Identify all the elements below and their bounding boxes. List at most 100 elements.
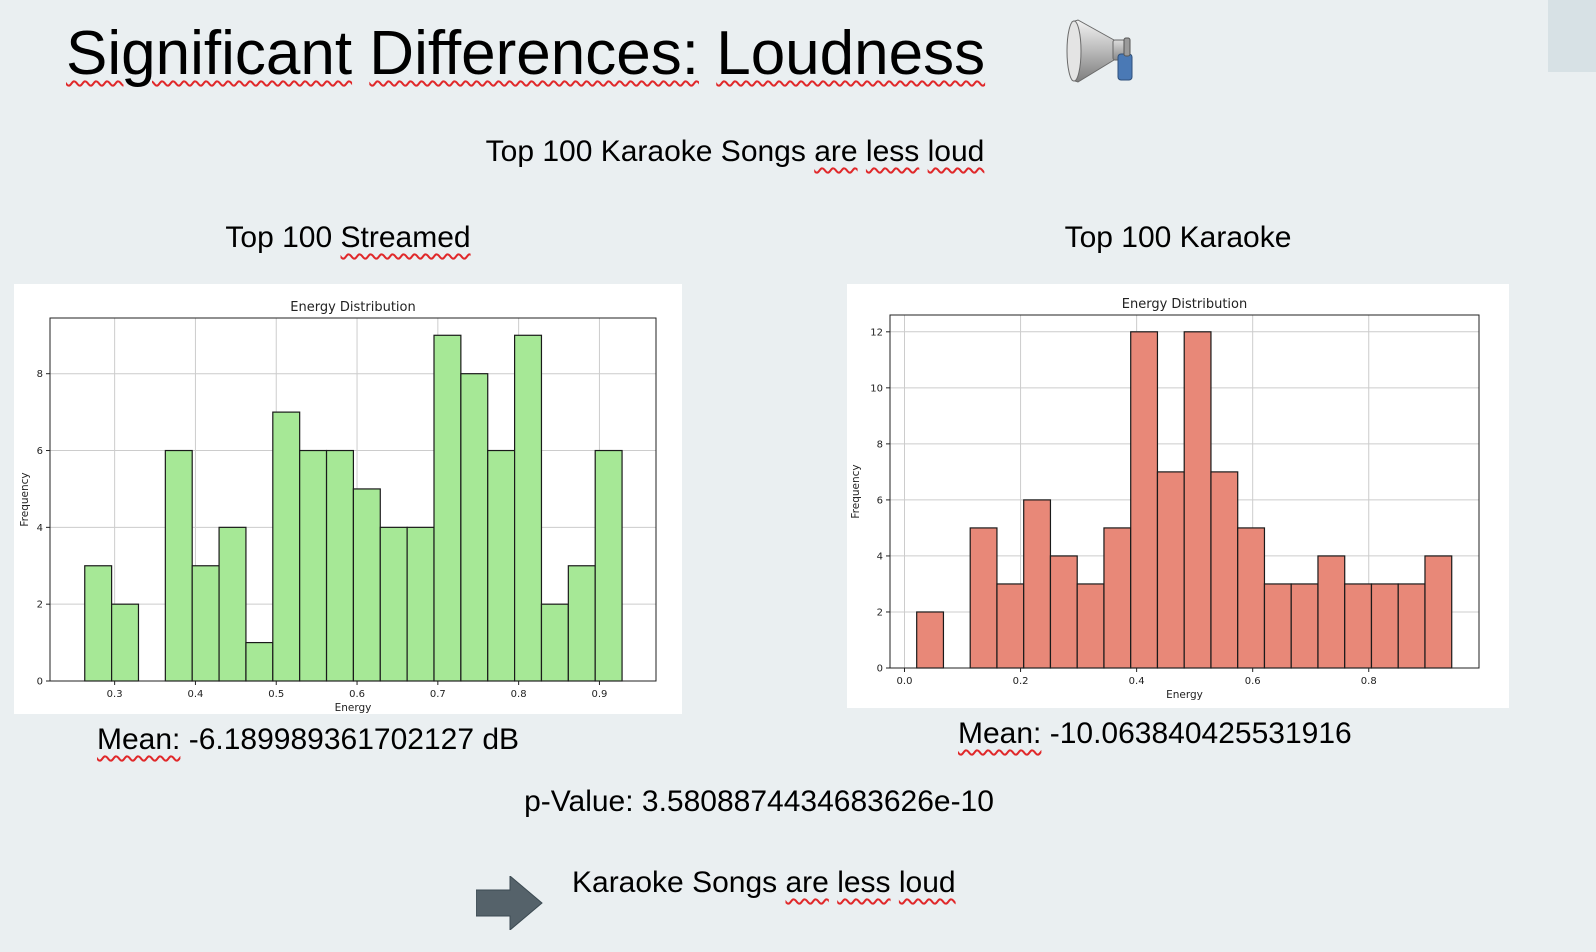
chart-1-ytick-label-5: 10 <box>870 383 883 394</box>
title-word-2: Differences: <box>369 19 699 88</box>
subtitle-prefix: Top 100 Karaoke Songs <box>485 135 806 168</box>
chart-0-xtick-label-0: 0.3 <box>107 689 123 700</box>
chart-1-ytick-label-2: 4 <box>877 551 883 562</box>
karaoke-mean: Mean: -10.063840425531916 <box>958 714 1352 754</box>
chart-0-bar-13 <box>433 334 462 682</box>
left-heading-prefix: Top 100 <box>225 221 333 254</box>
chart-1-bar-18 <box>1397 583 1426 669</box>
chart-1-xlabel: Energy <box>1166 689 1203 701</box>
chart-0-bar-17 <box>540 603 569 682</box>
right-chart-heading: Top 100 Karaoke <box>1064 221 1292 254</box>
chart-0-bar-15 <box>487 449 516 682</box>
streamed-energy-chart-svg: 0.3 0.4 0.5 0.6 0.7 0.8 0.9 0 2 4 6 8 Energy Distrib… <box>19 300 657 714</box>
chart-0-bar-7 <box>272 411 301 682</box>
chart-0-xtick-label-1: 0.4 <box>187 689 203 700</box>
chart-1-ylabel: Frequency <box>850 464 862 518</box>
title-word-1: Significant <box>66 19 353 88</box>
chart-0-ytick-label-2: 4 <box>37 523 43 534</box>
chart-1-xtick-label-4: 0.8 <box>1361 676 1377 687</box>
chart-1-bar-13 <box>1263 583 1292 669</box>
chart-1-bar-15 <box>1317 555 1346 669</box>
chart-0-bar-5 <box>218 526 247 682</box>
chart-1-bar-10 <box>1183 331 1212 669</box>
chart-0-bar-18 <box>567 565 596 682</box>
chart-0-ytick-label-4: 8 <box>37 369 43 380</box>
chart-0-ytick-label-0: 0 <box>37 677 43 688</box>
chart-0-bar-19 <box>594 449 623 682</box>
chart-0-ytick-label-3: 6 <box>37 446 43 457</box>
chart-0-bar-9 <box>325 449 355 682</box>
conclusion-word-1: are <box>785 866 829 899</box>
subtitle-word-2: less <box>865 135 920 168</box>
chart-0-title: Energy Distribution <box>290 300 416 315</box>
chart-1-bar-3 <box>996 583 1025 669</box>
chart-1-bar-17 <box>1370 583 1399 669</box>
chart-1-bar-12 <box>1237 527 1266 669</box>
chart-0-bar-16 <box>514 334 543 682</box>
chart-1-bar-2 <box>969 527 998 669</box>
streamed-mean: Mean: -6.189989361702127 dB <box>97 720 519 760</box>
chart-1-bar-6 <box>1076 583 1105 669</box>
chart-0-xtick-label-6: 0.9 <box>591 689 607 700</box>
karaoke-mean-label: Mean: <box>958 717 1042 750</box>
conclusion: Karaoke Songs are less loud <box>572 863 956 903</box>
chart-1-bar-0 <box>916 611 945 669</box>
chart-0-xtick-label-5: 0.8 <box>511 689 527 700</box>
conclusion-word-2: less <box>837 866 891 899</box>
karaoke-energy-chart: 0.0 0.2 0.4 0.6 0.8 0 2 4 6 8 10 12 Energy Distribut… <box>847 284 1509 708</box>
slide-title: Significant Differences: Loudness <box>66 14 985 94</box>
chart-1-ytick-label-0: 0 <box>877 664 883 675</box>
chart-0-xtick-label-4: 0.7 <box>430 689 446 700</box>
corner-tab <box>1548 0 1596 72</box>
subtitle-word-1: are <box>814 135 858 168</box>
p-value: p-Value: 3.5808874434683626e-10 <box>524 785 994 818</box>
chart-0-bar-4 <box>191 565 220 682</box>
chart-1-bar-4 <box>1023 499 1052 669</box>
title-word-3: Loudness <box>716 19 986 88</box>
chart-1-ytick-label-4: 8 <box>877 439 883 450</box>
chart-1-xtick-label-1: 0.2 <box>1013 676 1029 687</box>
chart-0-bar-10 <box>352 488 381 682</box>
chart-0-ytick-label-1: 2 <box>37 600 43 611</box>
chart-1-bar-16 <box>1344 583 1373 669</box>
chart-1-ytick-label-3: 6 <box>877 495 883 506</box>
megaphone-icon <box>1066 19 1133 83</box>
chart-0-bar-0 <box>84 565 113 682</box>
chart-0-bar-1 <box>111 603 140 682</box>
chart-0-bar-3 <box>164 449 193 682</box>
chart-0-frame <box>49 317 657 682</box>
streamed-energy-chart: 0.3 0.4 0.5 0.6 0.7 0.8 0.9 0 2 4 6 8 Energy Distrib… <box>14 284 682 714</box>
left-heading-word: Streamed <box>340 221 471 254</box>
chart-1-frame <box>889 314 1480 669</box>
chart-1-bar-19 <box>1424 555 1453 669</box>
chart-1-xtick-label-2: 0.4 <box>1129 676 1145 687</box>
left-chart-heading: Top 100 Streamed <box>14 218 682 258</box>
karaoke-mean-value: -10.063840425531916 <box>1049 717 1352 750</box>
chart-0-bar-14 <box>460 373 489 682</box>
chart-0-bar-8 <box>299 449 328 682</box>
chart-1-xtick-label-3: 0.6 <box>1245 676 1261 687</box>
conclusion-prefix: Karaoke Songs <box>572 866 778 899</box>
chart-0-xtick-label-2: 0.5 <box>268 689 284 700</box>
chart-1-bar-8 <box>1130 331 1159 669</box>
streamed-mean-value: -6.189989361702127 dB <box>188 723 520 756</box>
chart-0-bar-6 <box>245 641 274 682</box>
chart-1-bar-11 <box>1210 471 1239 669</box>
chart-0-xlabel: Energy <box>335 702 372 714</box>
chart-1-ytick-label-1: 2 <box>877 607 883 618</box>
chart-1-bar-9 <box>1156 471 1185 669</box>
subtitle-word-3: loud <box>927 135 985 168</box>
subtitle: Top 100 Karaoke Songs are less loud <box>0 132 1470 172</box>
right-arrow-icon <box>476 876 543 930</box>
conclusion-word-3: loud <box>898 866 956 899</box>
karaoke-energy-chart-svg: 0.0 0.2 0.4 0.6 0.8 0 2 4 6 8 10 12 Energy Distribut… <box>850 297 1480 701</box>
chart-0-bar-12 <box>406 526 435 682</box>
chart-1-bar-14 <box>1290 583 1319 669</box>
chart-0-ylabel: Frequency <box>19 472 31 526</box>
streamed-mean-label: Mean: <box>97 723 181 756</box>
chart-0-bar-11 <box>379 526 408 682</box>
chart-1-bar-7 <box>1103 527 1132 669</box>
chart-1-ytick-label-6: 12 <box>870 327 883 338</box>
chart-1-bar-5 <box>1049 555 1078 669</box>
chart-1-xtick-label-0: 0.0 <box>897 676 913 687</box>
